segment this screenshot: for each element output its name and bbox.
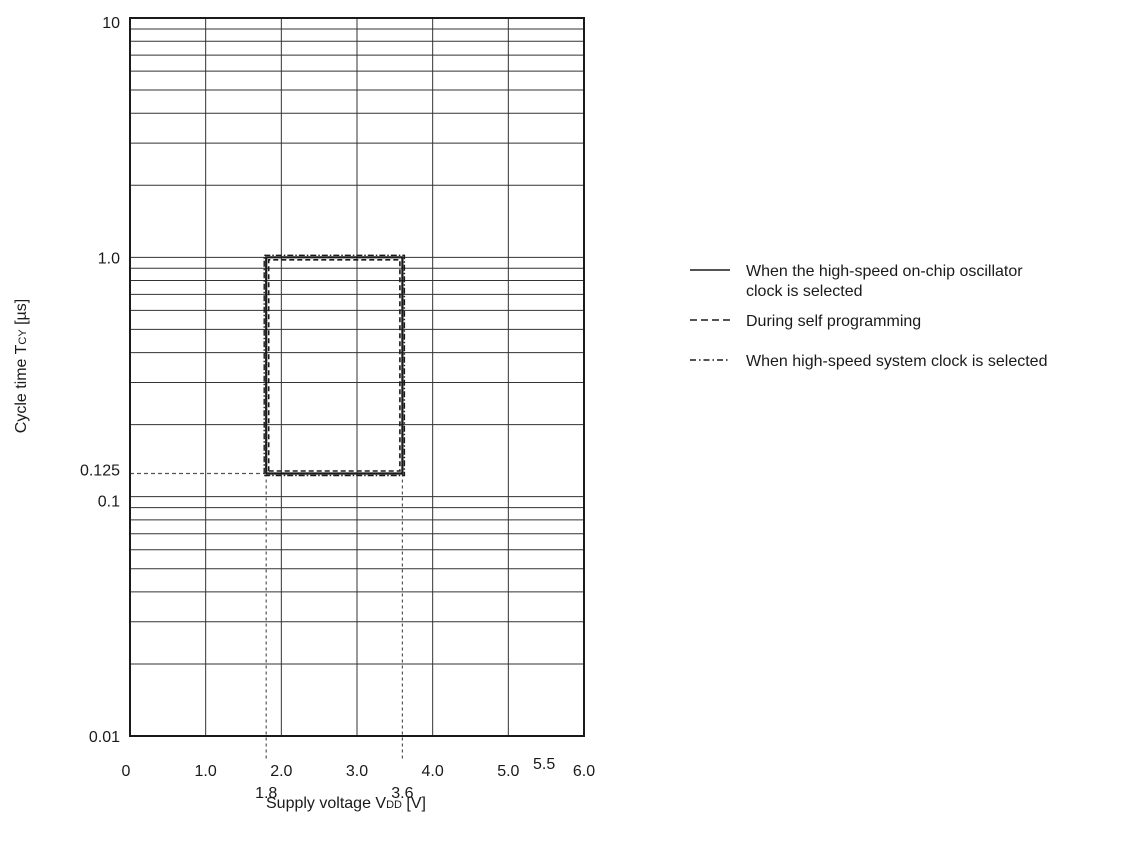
- plot-frame: [129, 17, 585, 737]
- x-tick-label: 5.0: [497, 763, 519, 780]
- series-dashdot: [263, 254, 406, 477]
- legend: When the high-speed on-chip oscillator cl…: [690, 263, 1047, 370]
- x-tick-label: 0: [122, 763, 131, 780]
- legend-entry-label: When the high-speed on-chip oscillator: [746, 263, 1023, 280]
- series-solid: [265, 256, 404, 475]
- x-tick-label: 6.0: [573, 763, 595, 780]
- y-tick-label: 1.0: [98, 250, 120, 267]
- y-axis-label: Cycle time TCY [µs]: [13, 299, 30, 433]
- x-tick-label-extra: 5.5: [533, 756, 555, 773]
- reference-lines: [130, 472, 403, 760]
- grid: [129, 18, 585, 737]
- x-axis-label: Supply voltage VDD [V]: [266, 795, 426, 812]
- y-tick-label-extra: 0.125: [80, 462, 120, 479]
- legend-entry-label: When high-speed system clock is selected: [746, 353, 1047, 370]
- series-dashed: [267, 259, 401, 472]
- x-tick-label: 4.0: [422, 763, 444, 780]
- tick-labels: 0 1.0 2.0 3.0 4.0 5.0 6.0 1.8 3.6 5.5 0.01 0.1 1.0 10…: [80, 15, 595, 802]
- y-tick-label: 0.1: [98, 494, 120, 511]
- legend-entry-label: During self programming: [746, 313, 921, 330]
- x-tick-label-extra: 3.6: [391, 785, 413, 802]
- x-tick-label: 2.0: [270, 763, 292, 780]
- series-group: [263, 254, 406, 477]
- y-tick-label: 10: [102, 15, 120, 32]
- x-axis-label-sub: DD: [386, 799, 402, 811]
- y-axis-label-sub: CY: [17, 329, 29, 345]
- x-tick-label: 3.0: [346, 763, 368, 780]
- y-tick-label: 0.01: [89, 729, 120, 746]
- legend-entry-label: clock is selected: [746, 283, 863, 300]
- x-tick-label-extra: 1.8: [255, 785, 277, 802]
- x-tick-label: 1.0: [195, 763, 217, 780]
